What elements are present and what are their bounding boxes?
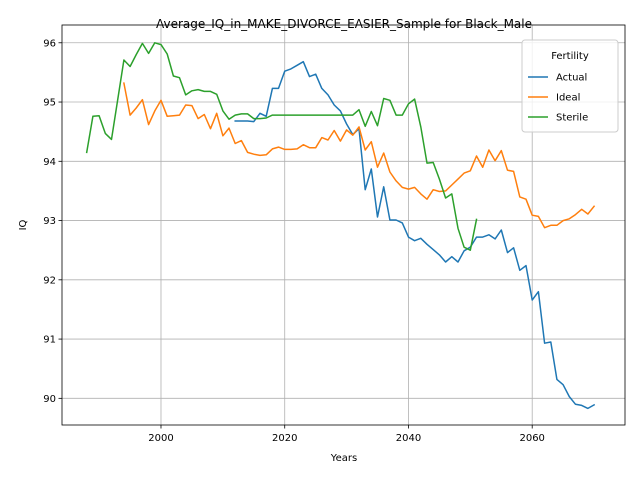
chart-title: Average_IQ_in_MAKE_DIVORCE_EASIER_Sample… <box>156 17 532 31</box>
x-tick-label: 2020 <box>272 433 297 444</box>
y-tick-label: 95 <box>43 98 56 109</box>
y-tick-label: 93 <box>43 216 56 227</box>
series-line-sterile <box>85 42 478 251</box>
axis-ticks: 2000 2020 2040 2060 90 91 92 93 94 95 96 <box>43 38 545 444</box>
legend-box <box>521 39 619 133</box>
legend: Fertility Actual Ideal Sterile <box>521 39 619 133</box>
series-lines <box>85 42 596 410</box>
legend-label-ideal: Ideal <box>556 93 580 104</box>
y-tick-label: 94 <box>43 157 56 168</box>
legend-label-actual: Actual <box>556 73 587 84</box>
x-axis-label: Years <box>330 453 357 464</box>
series-line-actual <box>234 60 596 410</box>
y-tick-label: 90 <box>43 394 56 405</box>
plot-frame <box>61 24 626 426</box>
y-axis-label: IQ <box>18 219 29 230</box>
legend-title: Fertility <box>551 51 589 62</box>
series-line-ideal <box>123 82 596 229</box>
y-tick-label: 92 <box>43 275 56 286</box>
y-tick-label: 91 <box>43 335 56 346</box>
y-tick-label: 96 <box>43 38 56 49</box>
x-tick-label: 2040 <box>396 433 421 444</box>
legend-label-sterile: Sterile <box>556 113 588 124</box>
x-tick-label: 2000 <box>148 433 173 444</box>
x-tick-label: 2060 <box>519 433 544 444</box>
